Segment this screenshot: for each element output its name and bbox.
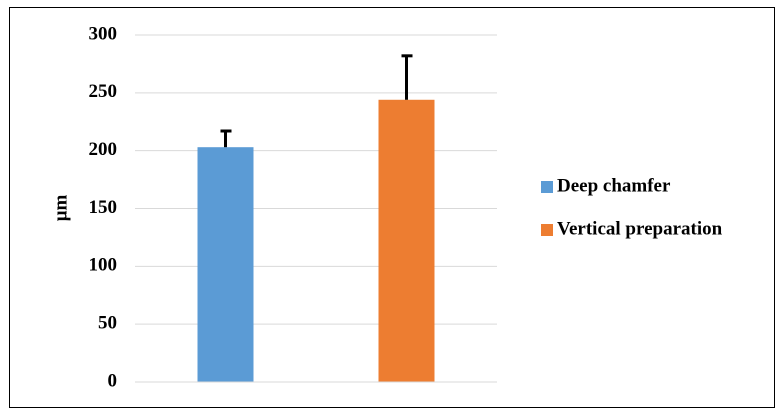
bar xyxy=(378,99,435,383)
legend-swatch xyxy=(541,224,553,236)
y-tick-label: 100 xyxy=(89,255,118,276)
y-tick-label: 250 xyxy=(89,81,118,102)
y-tick-label: 50 xyxy=(98,313,117,334)
bar xyxy=(197,147,254,382)
legend-label: Vertical preparation xyxy=(557,218,723,239)
error-bar xyxy=(220,129,232,148)
y-axis-label: µm xyxy=(50,194,71,221)
legend-swatch xyxy=(541,181,553,193)
y-tick-label: 200 xyxy=(89,139,118,160)
legend-label: Deep chamfer xyxy=(557,175,671,196)
y-tick-label: 300 xyxy=(89,23,118,44)
error-bar xyxy=(401,54,413,100)
y-tick-label: 150 xyxy=(89,197,118,218)
y-tick-label: 0 xyxy=(108,370,118,391)
